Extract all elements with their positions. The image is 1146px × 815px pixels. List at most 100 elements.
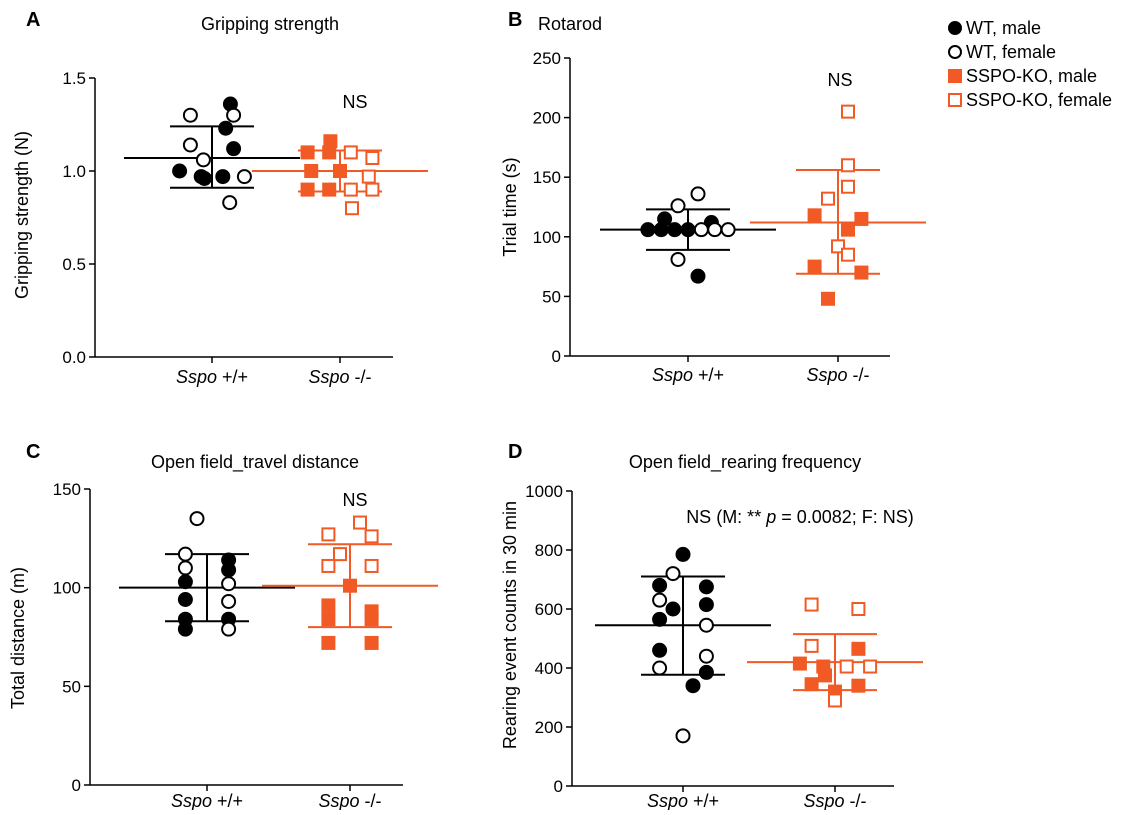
x-tick-label: Sspo -/- [806,365,869,385]
legend-marker [948,69,962,83]
data-point-ko-female [804,638,819,653]
data-point-wt-female [189,511,205,527]
data-point-wt-female [182,137,198,153]
legend-marker [948,45,962,59]
data-point-wt-male [652,611,668,627]
data-point-ko-female [353,515,367,530]
data-point-ko-female [841,179,855,194]
data-point-wt-male [177,574,193,590]
legend-marker [948,93,962,107]
y-tick-label: 1.0 [62,162,86,181]
data-point-wt-female [195,152,211,168]
data-point-wt-male [680,222,696,238]
legend-label: SSPO-KO, female [966,90,1112,110]
data-point-wt-male [652,642,668,658]
data-point-ko-male [851,641,866,656]
data-point-wt-male [698,597,714,613]
data-point-ko-female [365,182,380,197]
y-tick-label: 200 [535,718,563,737]
data-point-wt-male [675,546,691,562]
data-point-wt-female [236,169,252,185]
y-tick-label: 400 [535,659,563,678]
data-point-ko-male [818,668,832,683]
y-tick-label: 100 [533,228,561,247]
data-point-wt-female [693,222,709,238]
significance-label: NS (M: ** p = 0.0082; F: NS) [686,507,914,527]
data-point-wt-male [177,592,193,608]
data-point-ko-female [365,150,380,165]
y-tick-label: 0 [72,776,81,795]
legend: WT, male WT, female SSPO-KO, male SSPO-KO, … [948,18,1112,110]
y-axis-label: Total distance (m) [8,567,28,709]
data-point-ko-male [792,656,807,671]
legend-label: WT, female [966,42,1056,62]
data-point-ko-female [839,659,854,674]
significance-label: NS [342,92,367,112]
data-point-ko-male [807,208,822,223]
x-tick-label: Sspo -/- [308,367,371,387]
data-point-ko-male [807,259,822,274]
y-tick-label: 1000 [525,482,563,501]
data-point-ko-female [361,169,376,184]
y-tick-label: 0 [554,777,563,796]
data-point-wt-female [675,728,691,744]
data-point-wt-female [707,222,723,238]
y-tick-label: 150 [533,168,561,187]
y-axis-label: Rearing event counts in 30 min [500,501,520,749]
data-point-ko-male [322,182,337,197]
data-point-ko-male [322,145,337,160]
data-point-wt-male [221,562,237,578]
data-point-ko-male [854,265,869,280]
data-point-wt-male [685,678,701,694]
data-point-wt-female [665,566,681,582]
panel-letter: D [508,441,522,463]
y-tick-label: 200 [533,109,561,128]
data-point-wt-female [698,617,714,633]
legend-marker [948,21,962,35]
y-tick-label: 150 [53,480,81,499]
y-axis-label: Trial time (s) [500,157,520,256]
data-point-ko-female [804,597,819,612]
data-point-wt-female [652,592,668,608]
data-point-ko-male [804,677,819,692]
y-tick-label: 0.5 [62,255,86,274]
data-point-ko-female [841,158,855,173]
y-tick-label: 50 [542,287,561,306]
x-tick-label: Sspo -/- [318,791,381,810]
data-point-ko-male [321,612,336,627]
data-point-ko-male [854,211,869,226]
data-point-ko-female [321,558,336,573]
data-point-ko-male [304,164,319,178]
y-tick-label: 600 [535,600,563,619]
data-point-wt-male [698,664,714,680]
data-point-ko-male [821,291,835,306]
data-point-ko-female [841,247,855,262]
data-point-wt-female [177,546,193,562]
data-point-ko-female [364,529,379,544]
y-axis-label: Gripping strength (N) [12,131,32,299]
data-point-wt-male [640,222,656,238]
data-point-wt-male [690,268,706,284]
y-tick-label: 100 [53,579,81,598]
data-point-wt-male [665,601,681,617]
data-point-ko-female [841,104,855,119]
data-point-ko-female [343,145,358,160]
y-tick-label: 50 [62,677,81,696]
data-point-ko-male [841,222,855,237]
x-tick-label: Sspo +/+ [171,791,243,810]
panel-c: C Open field_travel distance Total distanc… [8,441,438,811]
data-point-ko-male [300,182,315,197]
panel-a: A Gripping strength Gripping strength (N) 0… [12,9,428,387]
data-point-wt-female [182,107,198,123]
data-point-ko-female [321,527,336,542]
panel-letter: A [26,9,40,31]
data-point-wt-female [221,576,237,592]
data-point-wt-male [667,222,683,238]
data-point-wt-male [652,577,668,593]
chart-title: Rotarod [538,14,602,34]
data-point-ko-male [321,598,336,613]
x-tick-label: Sspo +/+ [647,791,719,810]
data-point-ko-male [851,678,866,693]
x-tick-label: Sspo +/+ [176,367,248,387]
